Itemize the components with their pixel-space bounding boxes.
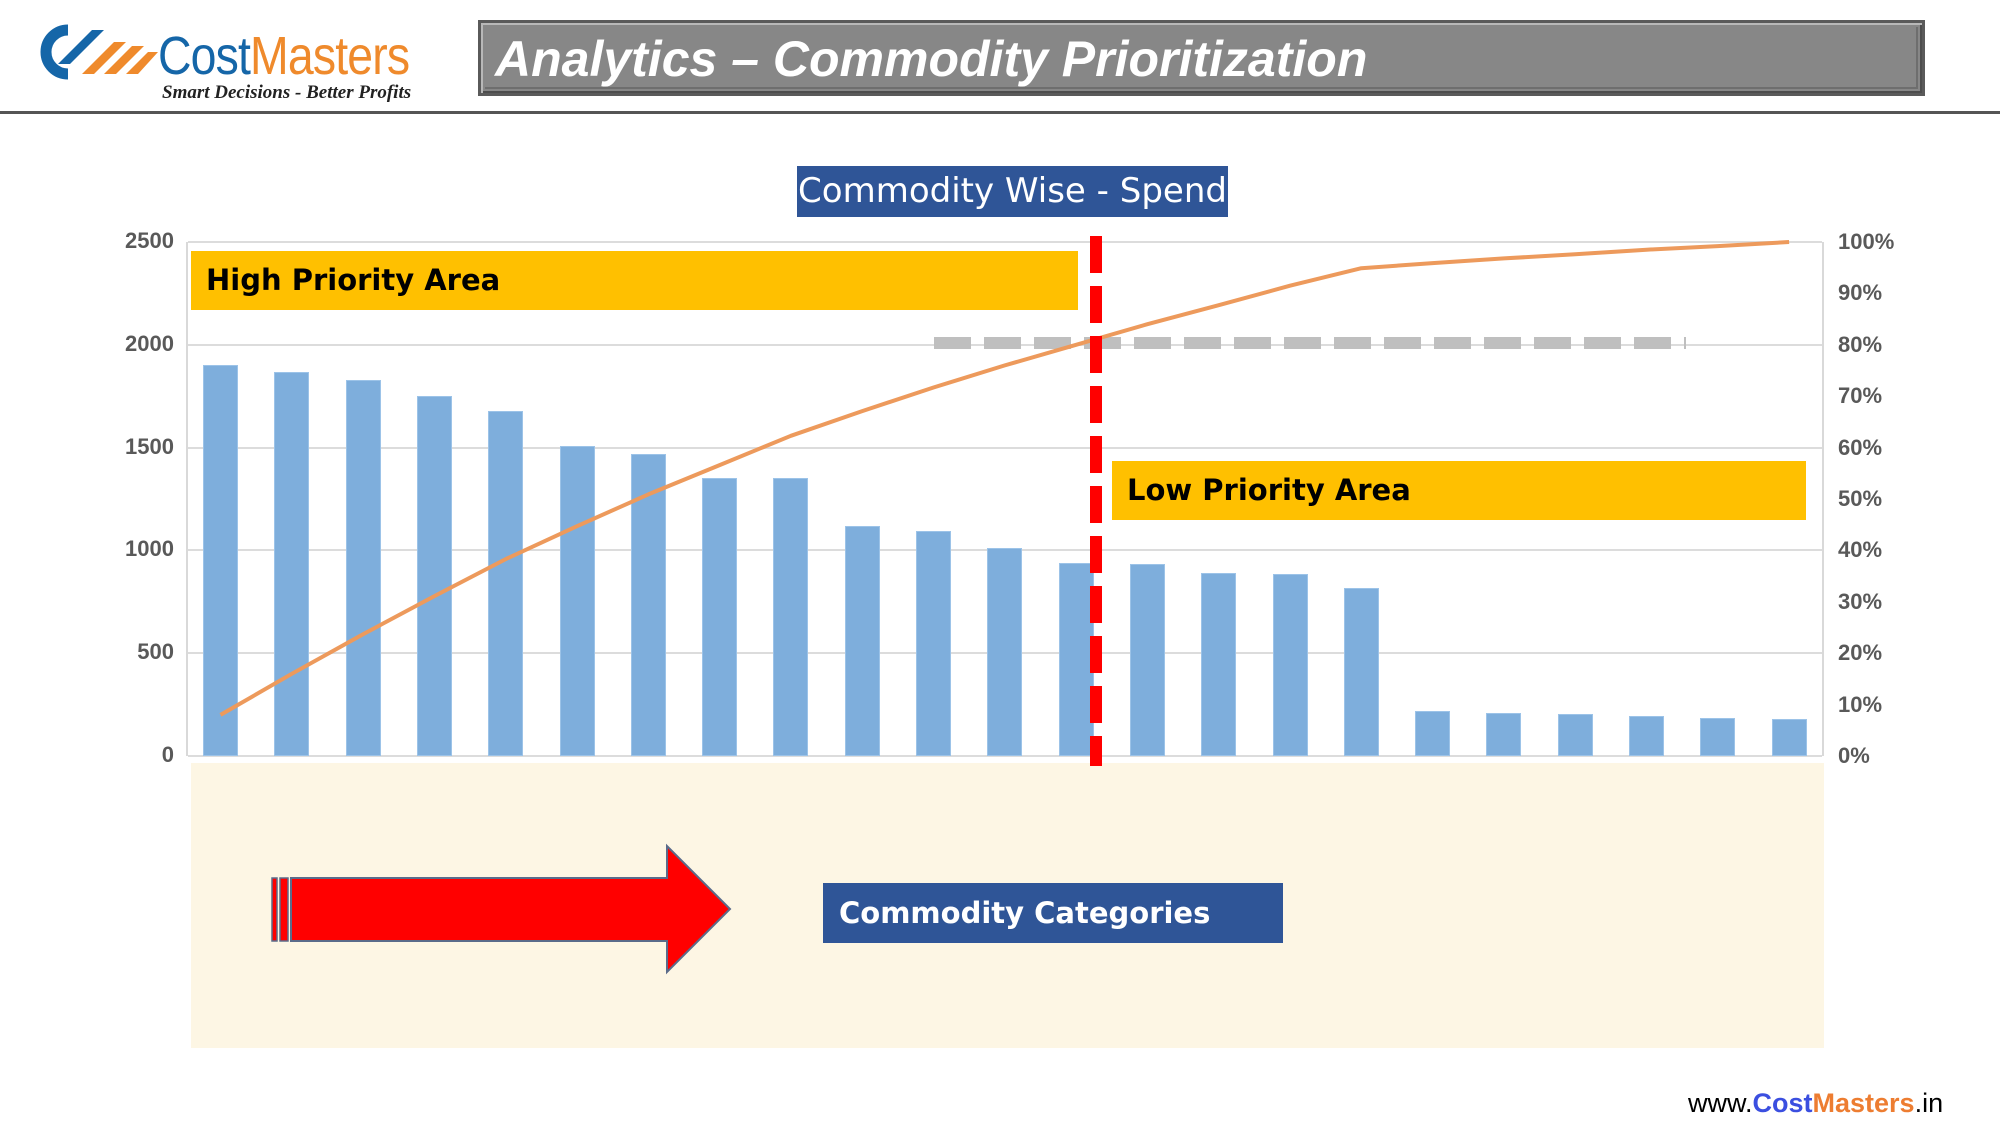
y-tick-1500: 1500	[125, 434, 174, 459]
bar-1	[203, 365, 238, 756]
y-tick-1000: 1000	[125, 536, 174, 561]
y2-tick-30: 30%	[1838, 589, 1883, 614]
y2-tick-20: 20%	[1838, 640, 1883, 665]
bar-23	[1771, 718, 1807, 756]
gridline-2500	[188, 241, 1822, 243]
url-prefix: www.	[1688, 1088, 1753, 1118]
arrow-right-icon	[271, 843, 732, 975]
bar-18	[1415, 710, 1451, 756]
cumulative-percent-line	[219, 240, 1790, 717]
bar-17	[1343, 588, 1379, 756]
page-title: Analytics – Commodity Prioritization	[495, 31, 1368, 87]
y2-tick-40: 40%	[1838, 537, 1883, 562]
bar-4	[416, 396, 452, 756]
url-cost: Cost	[1752, 1088, 1813, 1118]
costmasters-logo: CostMasters Smart Decisions - Better Pro…	[34, 16, 444, 108]
bar-19	[1486, 712, 1522, 756]
y-tick-500: 500	[137, 639, 174, 664]
y2-tick-10: 10%	[1838, 692, 1883, 717]
gridline-0	[188, 755, 1822, 757]
bar-21	[1629, 715, 1664, 756]
bar-6	[559, 445, 595, 756]
footer-website-link[interactable]: www.CostMasters.in	[1688, 1088, 1943, 1119]
chart-title: Commodity Wise - Spend	[797, 166, 1228, 217]
y2-tick-70: 70%	[1838, 383, 1883, 408]
bar-12	[987, 548, 1023, 756]
url-suffix: .in	[1914, 1088, 1944, 1118]
y2-tick-90: 90%	[1838, 280, 1883, 305]
bar-10	[844, 525, 880, 756]
page-title-bar: Analytics – Commodity Prioritization	[478, 20, 1925, 96]
gridline-1500	[188, 447, 1822, 449]
high-priority-zone: High Priority Area	[191, 251, 1078, 310]
bar-8	[702, 478, 738, 756]
low-priority-zone: Low Priority Area	[1112, 461, 1806, 520]
header-divider	[0, 111, 2000, 114]
bar-22	[1700, 717, 1736, 756]
bar-11	[916, 530, 951, 756]
logo-mark-icon	[40, 24, 158, 80]
logo-wordmark: CostMasters	[158, 24, 410, 88]
logo-tagline: Smart Decisions - Better Profits	[162, 82, 412, 103]
y-tick-2500: 2500	[125, 228, 174, 253]
y2-tick-0: 0%	[1838, 743, 1870, 768]
bar-15	[1201, 573, 1237, 756]
bar-9	[773, 478, 809, 756]
url-masters: Masters	[1812, 1088, 1915, 1118]
bar-3	[345, 379, 381, 756]
bar-2	[274, 371, 310, 756]
logo-word-masters: Masters	[250, 26, 410, 86]
bar-16	[1272, 574, 1308, 756]
y2-tick-100: 100%	[1838, 229, 1895, 254]
title-bar-bevel	[485, 27, 1918, 89]
bar-14	[1129, 563, 1165, 756]
y2-tick-80: 80%	[1838, 332, 1883, 357]
bar-5	[488, 410, 524, 756]
y2-tick-60: 60%	[1838, 435, 1883, 460]
bar-7	[630, 453, 666, 756]
y-tick-0: 0	[161, 742, 174, 767]
logo-word-cost: Cost	[158, 26, 251, 86]
x-axis-label: Commodity Categories	[823, 883, 1283, 943]
y2-tick-50: 50%	[1838, 486, 1883, 511]
bar-20	[1557, 713, 1593, 756]
y-tick-2000: 2000	[125, 331, 174, 356]
